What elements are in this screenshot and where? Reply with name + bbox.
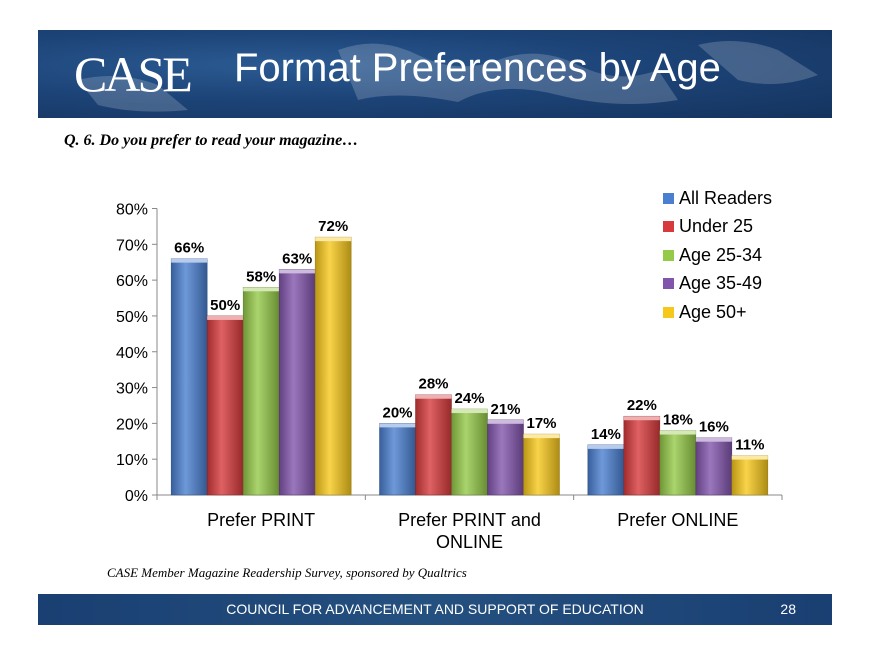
- bar: [587, 444, 625, 496]
- bar: [451, 408, 488, 496]
- data-label: 63%: [282, 250, 312, 267]
- data-label: 16%: [699, 419, 729, 436]
- bar-cap: [279, 269, 316, 274]
- bar: [206, 315, 244, 496]
- legend-item: All Readers: [663, 184, 772, 213]
- data-label: 28%: [418, 376, 448, 393]
- bar: [523, 433, 560, 496]
- data-label: 17%: [526, 415, 556, 432]
- legend-label: Age 50+: [679, 301, 747, 322]
- y-tick-label: 10%: [116, 452, 148, 469]
- data-label: 58%: [246, 268, 276, 285]
- legend-swatch: [663, 306, 674, 318]
- legend-item: Age 25-34: [663, 241, 772, 270]
- data-label: 20%: [382, 404, 412, 421]
- bar: [731, 455, 769, 496]
- bar-cap: [487, 419, 524, 424]
- bar-cap: [315, 237, 352, 242]
- legend-swatch: [663, 249, 674, 261]
- bar-cap: [659, 430, 696, 435]
- data-label: 72%: [318, 218, 348, 235]
- legend-swatch: [663, 278, 674, 290]
- data-label: 24%: [454, 390, 484, 407]
- bar: [314, 236, 352, 496]
- y-tick-label: 20%: [116, 416, 148, 433]
- page-number: 28: [780, 601, 796, 617]
- legend-label: All Readers: [679, 187, 773, 208]
- bar: [170, 258, 208, 496]
- bar: [415, 394, 452, 496]
- data-label: 66%: [174, 240, 204, 257]
- y-tick-label: 40%: [116, 345, 148, 362]
- bar-cap: [623, 416, 660, 421]
- y-tick-label: 80%: [116, 202, 148, 219]
- data-label: 22%: [627, 397, 657, 414]
- data-label: 18%: [663, 412, 693, 429]
- chart-legend: All Readers Under 25 Age 25-34 Age 35-49 Age…: [663, 184, 772, 327]
- bar: [379, 423, 416, 496]
- y-tick-label: 70%: [116, 237, 148, 254]
- footer-bar: COUNCIL FOR ADVANCEMENT AND SUPPORT OF E…: [38, 594, 832, 625]
- survey-question: Q. 6. Do you prefer to read your magazin…: [64, 132, 359, 149]
- data-label: 21%: [490, 401, 520, 418]
- bar-cap: [587, 444, 624, 449]
- data-label: 14%: [591, 426, 621, 443]
- category-label: ONLINE: [436, 532, 503, 552]
- bar: [242, 287, 280, 496]
- category-label: Prefer PRINT and: [398, 510, 541, 530]
- header-banner: CASE Format Preferences by Age: [38, 30, 832, 118]
- category-label: Prefer ONLINE: [617, 510, 738, 530]
- bar-cap: [415, 394, 452, 399]
- data-label: 50%: [210, 297, 240, 314]
- source-note: CASE Member Magazine Readership Survey, …: [107, 565, 467, 580]
- category-label: Prefer PRINT: [207, 510, 315, 530]
- page-title: Format Preferences by Age: [234, 46, 721, 90]
- legend-item: Under 25: [663, 213, 772, 242]
- world-map-background: [78, 41, 818, 112]
- footer-organization: COUNCIL FOR ADVANCEMENT AND SUPPORT OF E…: [226, 601, 644, 617]
- bar-cap: [243, 287, 280, 292]
- y-tick-label: 30%: [116, 381, 148, 398]
- legend-label: Age 25-34: [679, 244, 763, 265]
- y-tick-label: 60%: [116, 273, 148, 290]
- bar-cap: [207, 315, 244, 320]
- y-tick-label: 50%: [116, 309, 148, 326]
- bar: [695, 437, 733, 496]
- bar-cap: [171, 258, 208, 263]
- legend-swatch: [663, 221, 674, 233]
- bar-cap: [731, 455, 768, 460]
- y-tick-label: 0%: [125, 488, 148, 505]
- legend-swatch: [663, 192, 674, 204]
- bar: [487, 419, 524, 496]
- bar: [623, 415, 661, 496]
- bar: [659, 430, 697, 496]
- legend-label: Under 25: [679, 216, 754, 237]
- bar: [278, 269, 316, 496]
- case-logo: CASE: [74, 46, 193, 102]
- data-label: 11%: [735, 437, 764, 454]
- legend-item: Age 35-49: [663, 270, 772, 299]
- bar-cap: [451, 409, 488, 414]
- bar-cap: [523, 434, 560, 439]
- legend-label: Age 35-49: [679, 273, 763, 294]
- bar-cap: [379, 423, 416, 428]
- bar-cap: [695, 437, 732, 442]
- legend-item: Age 50+: [663, 298, 772, 327]
